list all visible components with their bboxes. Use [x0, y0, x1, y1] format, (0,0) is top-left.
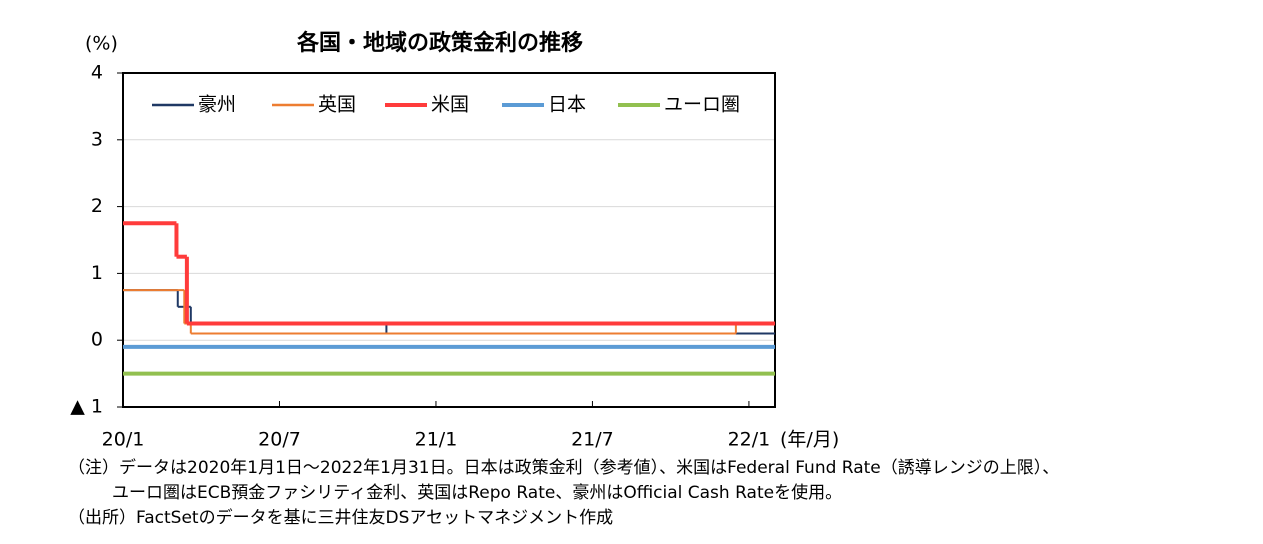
- y-tick-label: 0: [91, 329, 103, 351]
- x-tick-label: 21/7: [571, 429, 614, 451]
- y-axis-label: (%): [85, 33, 118, 55]
- y-tick-label: 3: [91, 128, 103, 150]
- note: （出所）FactSetのデータを基に三井住友DSアセットマネジメント作成: [68, 507, 613, 528]
- legend-label: 日本: [548, 94, 586, 116]
- y-tick-label: 4: [91, 62, 103, 84]
- note: ユーロ圏はECB預金ファシリティ金利、英国はRepo Rate、豪州はOffic…: [112, 482, 842, 503]
- x-tick-label: 22/1: [728, 429, 771, 451]
- y-tick-label: ▲ 1: [70, 396, 103, 418]
- legend-label: ユーロ圏: [664, 94, 740, 116]
- legend-label: 英国: [318, 94, 356, 116]
- legend-label: 豪州: [198, 94, 236, 116]
- plot-frame: [122, 72, 776, 408]
- x-tick-label: 20/1: [102, 429, 145, 451]
- legend-label: 米国: [431, 94, 469, 116]
- y-tick-label: 1: [91, 262, 103, 284]
- note: （注）データは2020年1月1日～2022年1月31日。日本は政策金利（参考値）…: [68, 457, 1059, 478]
- x-axis-label: (年/月): [780, 429, 839, 451]
- x-tick-label: 20/7: [258, 429, 301, 451]
- x-tick-label: 21/1: [415, 429, 458, 451]
- y-tick-label: 2: [91, 195, 103, 217]
- chart-title: 各国・地域の政策金利の推移: [296, 30, 583, 56]
